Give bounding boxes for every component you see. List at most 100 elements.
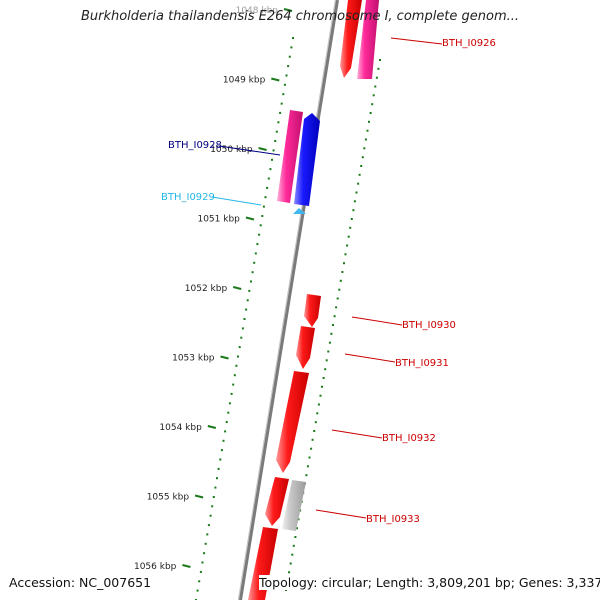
leader-BTH_I0926 [390, 37, 443, 45]
outer-track-dot [371, 103, 374, 106]
inner-track-dot [248, 289, 251, 292]
leader-BTH_I0931 [344, 353, 396, 363]
inner-track-dot [228, 402, 231, 405]
outer-track-dot [352, 209, 355, 212]
inner-track-dot [196, 589, 199, 592]
gene-callout-lines [211, 37, 443, 519]
topology-text: Topology: circular; Length: 3,809,201 bp… [259, 575, 600, 590]
outer-track-dot [336, 297, 339, 300]
gene-arrow-BTH_I0926-b[interactable] [357, 0, 379, 79]
kbp-tick-label: 1049 kbp [223, 76, 266, 86]
gene-label-BTH_I0933[interactable]: BTH_I0933 [366, 514, 420, 525]
gene-marker-BTH_I0929[interactable] [293, 208, 306, 214]
outer-track-dot [363, 147, 366, 150]
outer-track-dot [313, 430, 316, 432]
gene-arrow-BTH_I0929[interactable] [294, 113, 320, 206]
inner-track-dot [288, 55, 291, 58]
gene-arrow-BTH_I0928[interactable] [277, 110, 303, 203]
outer-track-dot [292, 544, 295, 547]
outer-track-dot [308, 456, 311, 459]
inner-track-dot [219, 458, 222, 461]
gene-arrow-BTH_I0932[interactable] [276, 371, 309, 473]
inner-track-dot [282, 93, 285, 96]
inner-track-dot [203, 552, 206, 555]
kbp-tick-label: 1051 kbp [197, 215, 240, 225]
outer-track-dot [306, 465, 309, 468]
inner-track-dot [285, 74, 288, 77]
outer-track-dot [294, 536, 297, 538]
kbp-tick-label: 1055 kbp [147, 493, 190, 503]
inner-track-dot [225, 421, 228, 423]
gc-track-inner [195, 37, 294, 600]
outer-track-dot [353, 200, 356, 203]
map-title: Burkholderia thailandensis E264 chromoso… [80, 9, 520, 24]
inner-track-dot [217, 467, 220, 470]
inner-track-dot [266, 186, 269, 189]
outer-track-dot [288, 571, 291, 574]
kbp-tick-mark [283, 8, 293, 12]
leader-BTH_I0929 [211, 196, 262, 206]
inner-track-dot [279, 111, 282, 114]
inner-track-dot [245, 308, 248, 311]
outer-track-dot [330, 332, 333, 335]
gene-arrow-BTH_I0930[interactable] [304, 294, 321, 327]
kbp-ruler: 1048 kbp 1049 kbp 1050 kbp 1051 kbp 1052 kbp… [134, 6, 293, 572]
gene-label-BTH_I0929[interactable]: BTH_I0929 [161, 192, 215, 203]
outer-track-dot [321, 385, 323, 388]
inner-track-dot [258, 233, 261, 236]
outer-track-dot [297, 518, 300, 521]
gene-arrow-BTH_I0931[interactable] [296, 326, 315, 369]
gene-label-BTH_I0926[interactable]: BTH_I0926 [442, 38, 496, 49]
inner-track-dot [246, 299, 249, 302]
gene-arrow-BTH_I0933-a[interactable] [265, 477, 289, 526]
inner-track-dot [275, 130, 278, 133]
inner-track-dot [256, 243, 259, 246]
inner-track-dot [204, 542, 207, 545]
outer-track-dot [324, 368, 327, 371]
outer-track-dot [341, 271, 344, 273]
inner-track-dot [209, 514, 212, 517]
outer-track-dot [368, 120, 370, 123]
outer-track-dot [338, 288, 341, 291]
inner-track-dot [267, 177, 270, 180]
gene-label-BTH_I0930[interactable]: BTH_I0930 [402, 320, 456, 331]
chromosome-backbone [238, 0, 339, 600]
gene-arrow-BTH_I0926-a[interactable] [340, 0, 362, 78]
inner-track-dot [240, 336, 243, 339]
gene-label-BTH_I0932[interactable]: BTH_I0932 [382, 433, 436, 444]
inner-track-dot [235, 364, 238, 367]
inner-track-dot [250, 280, 252, 283]
inner-track-dot [271, 158, 273, 161]
gene-arrow-extra-1[interactable] [248, 527, 278, 600]
outer-track-dot [316, 412, 319, 415]
kbp-tick-mark [258, 147, 267, 151]
inner-track-dot [214, 486, 217, 489]
gene-arrow-BTH_I0933-b[interactable] [282, 480, 306, 531]
outer-track-dot [319, 394, 322, 397]
gene-label-BTH_I0928[interactable]: BTH_I0928 [168, 140, 222, 151]
inner-track-dot [287, 65, 290, 68]
kbp-tick-mark [232, 286, 242, 290]
gene-label-BTH_I0931[interactable]: BTH_I0931 [395, 358, 449, 369]
inner-track-dot [274, 140, 277, 142]
kbp-tick-mark [194, 494, 204, 499]
kbp-tick-label: 1056 kbp [134, 562, 177, 572]
inner-track-dot [220, 449, 223, 452]
inner-track-dot [243, 318, 246, 320]
outer-track-dot [328, 341, 331, 344]
outer-track-dot [355, 191, 358, 194]
inner-track-dot [199, 570, 202, 573]
outer-track-dot [335, 306, 338, 309]
kbp-tick-mark [182, 564, 191, 568]
outer-track-dot [369, 112, 372, 114]
outer-track-dot [375, 76, 378, 79]
inner-track-dot [238, 346, 241, 349]
inner-track-dot [264, 196, 267, 199]
outer-track-dot [344, 253, 347, 256]
inner-track-dot [207, 524, 210, 527]
outer-track-dot [291, 553, 294, 556]
inner-track-dot [212, 496, 215, 498]
gene-labels: BTH_I0926 BTH_I0928 BTH_I0929 BTH_I0930 … [161, 38, 496, 525]
outer-track-dot [333, 315, 336, 318]
